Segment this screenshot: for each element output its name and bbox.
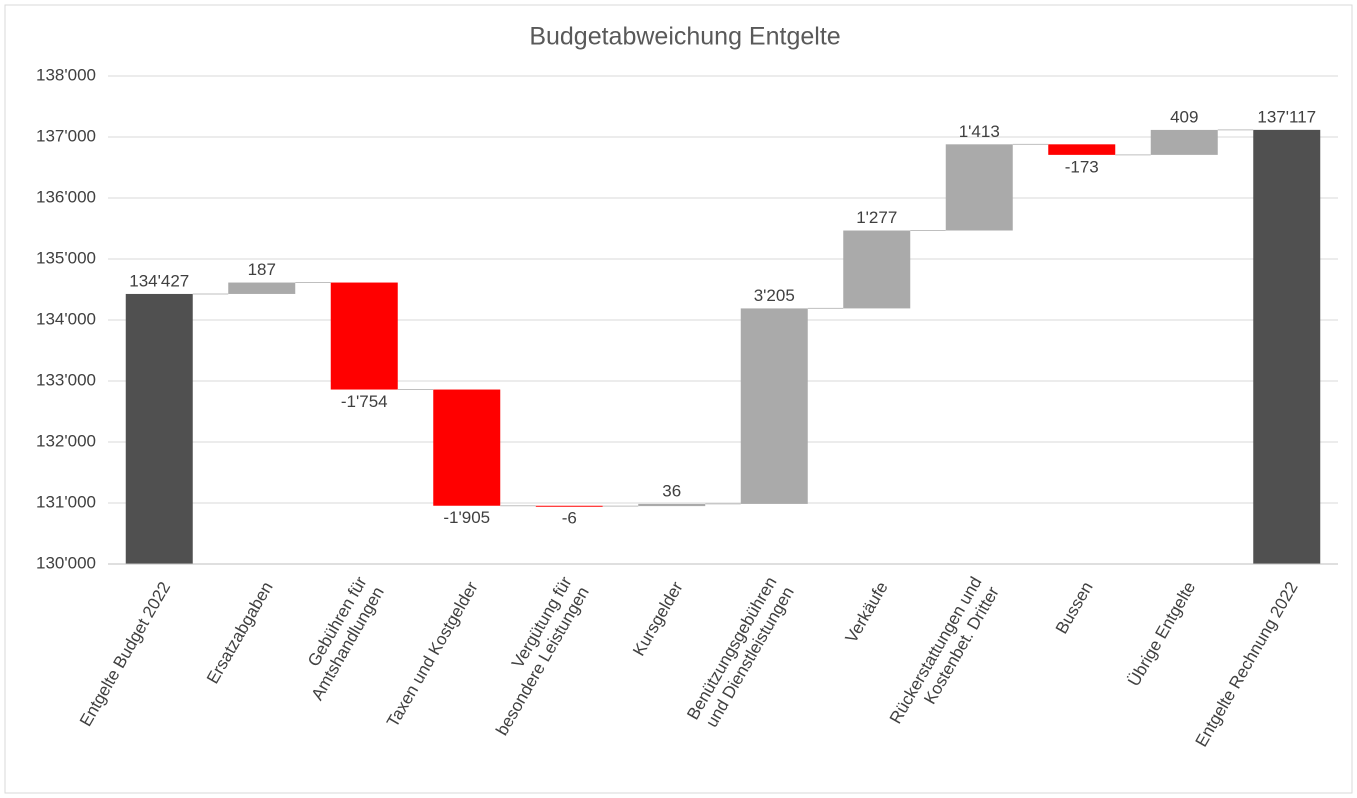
bar <box>1048 144 1116 155</box>
y-tick-label: 131'000 <box>36 492 96 511</box>
y-tick-label: 133'000 <box>36 370 96 389</box>
bar <box>945 144 1013 231</box>
bar <box>843 230 911 309</box>
y-tick-label: 136'000 <box>36 187 96 206</box>
bar <box>228 282 296 294</box>
data-label: 36 <box>662 481 681 500</box>
data-label: 137'117 <box>1257 107 1316 126</box>
data-label: -1'754 <box>341 392 388 411</box>
data-label: 1'277 <box>856 208 897 227</box>
bar <box>433 389 501 506</box>
bar <box>1253 129 1321 564</box>
bar <box>125 293 193 564</box>
data-label: -6 <box>562 509 577 528</box>
chart-frame <box>4 4 1353 794</box>
data-label: -1'905 <box>443 508 490 527</box>
data-label: -173 <box>1065 157 1099 176</box>
bar <box>535 505 603 507</box>
data-label: 187 <box>248 260 276 279</box>
y-tick-label: 134'000 <box>36 309 96 328</box>
data-label: 409 <box>1170 107 1198 126</box>
chart-title: Budgetabweichung Entgelte <box>529 23 840 51</box>
data-label: 3'205 <box>754 286 795 305</box>
bar <box>1150 129 1218 155</box>
bar <box>740 308 808 504</box>
y-tick-label: 135'000 <box>36 248 96 267</box>
y-tick-label: 137'000 <box>36 126 96 145</box>
bar <box>330 282 398 390</box>
data-label: 134'427 <box>129 271 189 290</box>
y-tick-label: 132'000 <box>36 431 96 450</box>
bar <box>638 503 706 507</box>
y-tick-label: 130'000 <box>36 553 96 572</box>
data-label: 1'413 <box>959 122 1000 141</box>
y-tick-label: 138'000 <box>36 65 96 84</box>
